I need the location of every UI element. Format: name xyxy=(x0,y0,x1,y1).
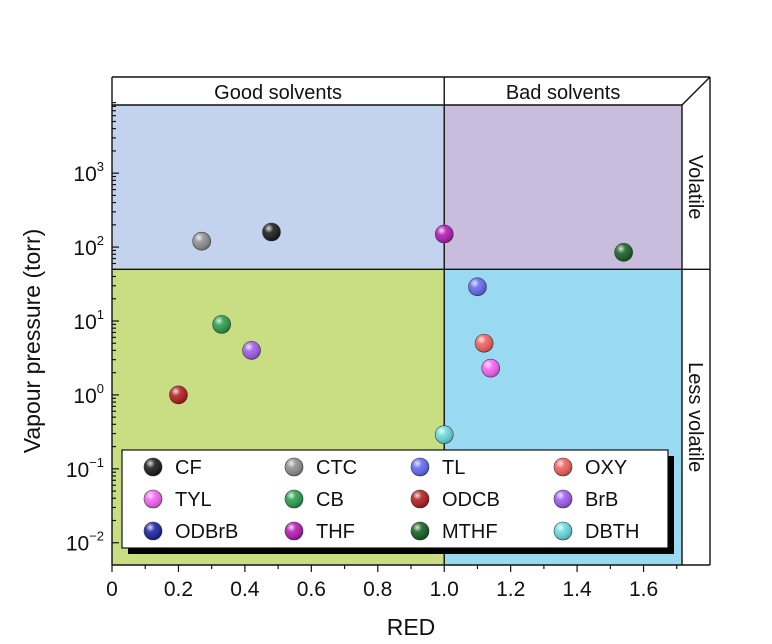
legend-marker-oxy xyxy=(553,457,573,477)
y-tick-label: 10−2 xyxy=(66,529,104,556)
legend-label: CB xyxy=(316,489,344,511)
point-dbth xyxy=(434,425,454,444)
legend-label: ODCB xyxy=(442,489,500,511)
y-tick-label: 100 xyxy=(73,381,104,408)
point-brb xyxy=(242,341,261,360)
point-thf xyxy=(434,224,454,244)
x-tick-label: 1.4 xyxy=(563,578,593,601)
point-cb xyxy=(212,315,231,334)
point-mthf xyxy=(614,243,633,262)
legend: CF CTC TL OXY TYL CB ODCB BrB ODBrB THF MTHF DBTH xyxy=(121,449,674,554)
bad-solvents-label: Bad solvents xyxy=(506,82,621,104)
legend-marker-dbth xyxy=(553,521,573,541)
legend-label: OXY xyxy=(585,457,627,479)
x-tick-label: 0 xyxy=(106,578,118,601)
x-tick-label: 0.8 xyxy=(363,578,392,601)
point-tyl xyxy=(481,358,501,378)
y-tick-label: 101 xyxy=(73,307,104,334)
x-tick-label: 0.6 xyxy=(297,578,326,601)
legend-label: DBTH xyxy=(585,521,639,543)
y-tick-label: 102 xyxy=(73,233,104,260)
legend-label: MTHF xyxy=(442,521,498,543)
y-axis: 10−2 10−1 100 101 102 103 xyxy=(66,102,119,556)
legend-marker-odcb xyxy=(410,489,430,509)
legend-label: THF xyxy=(316,521,355,543)
point-cf xyxy=(262,222,281,242)
x-tick-label: 1.6 xyxy=(629,578,658,601)
legend-marker-mthf xyxy=(410,521,430,541)
legend-marker-cb xyxy=(284,489,304,509)
point-tl xyxy=(468,277,487,297)
region-bad-volatile xyxy=(444,105,682,270)
x-tick-label: 1.0 xyxy=(430,578,459,601)
x-tick-label: 0.2 xyxy=(164,578,193,601)
y-axis-title: Vapour pressure (torr) xyxy=(19,229,45,454)
corner-diagonal xyxy=(681,76,711,106)
legend-box xyxy=(121,449,669,549)
point-oxy xyxy=(474,333,494,353)
y-tick-label: 10−1 xyxy=(66,455,104,482)
x-tick-label: 0.4 xyxy=(230,578,260,601)
y-tick-label: 103 xyxy=(73,159,104,186)
point-ctc xyxy=(192,231,211,251)
legend-label: BrB xyxy=(585,489,618,511)
legend-marker-cf xyxy=(143,457,163,477)
x-tick-label: 1.2 xyxy=(496,578,525,601)
region-good-volatile xyxy=(112,105,445,270)
legend-marker-odbrb xyxy=(143,521,163,541)
legend-label: CTC xyxy=(316,457,357,479)
legend-marker-ctc xyxy=(284,457,304,477)
legend-marker-thf xyxy=(284,521,304,541)
point-odcb xyxy=(169,385,188,405)
volatile-label: Volatile xyxy=(684,155,706,220)
legend-label: CF xyxy=(175,457,202,479)
data-points xyxy=(169,222,633,469)
legend-marker-tl xyxy=(410,457,430,477)
x-axis-title: RED xyxy=(387,614,436,640)
legend-label: ODBrB xyxy=(175,521,238,543)
legend-marker-tyl xyxy=(143,489,163,509)
legend-marker-brb xyxy=(553,489,573,509)
less-volatile-label: Less volatile xyxy=(684,362,706,472)
legend-label: TYL xyxy=(175,489,212,511)
x-axis: 0 0.2 0.4 0.6 0.8 1.0 1.2 1.4 1.6 xyxy=(106,565,678,601)
good-solvents-label: Good solvents xyxy=(214,82,342,104)
legend-label: TL xyxy=(442,457,465,479)
